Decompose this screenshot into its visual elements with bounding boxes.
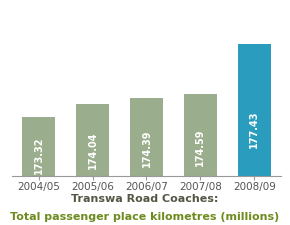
Text: Transwa Road Coaches:: Transwa Road Coaches: [71,194,219,204]
Bar [184,94,217,176]
Bar [130,97,163,176]
Text: 174.04: 174.04 [88,132,97,169]
Bar [238,43,271,176]
Text: 173.32: 173.32 [34,136,44,174]
Bar [76,104,109,176]
Text: 174.39: 174.39 [142,129,151,167]
Text: 177.43: 177.43 [249,110,259,148]
Text: Total passenger place kilometres (millions): Total passenger place kilometres (millio… [10,212,280,222]
Text: 174.59: 174.59 [195,128,205,166]
Bar [22,117,55,176]
